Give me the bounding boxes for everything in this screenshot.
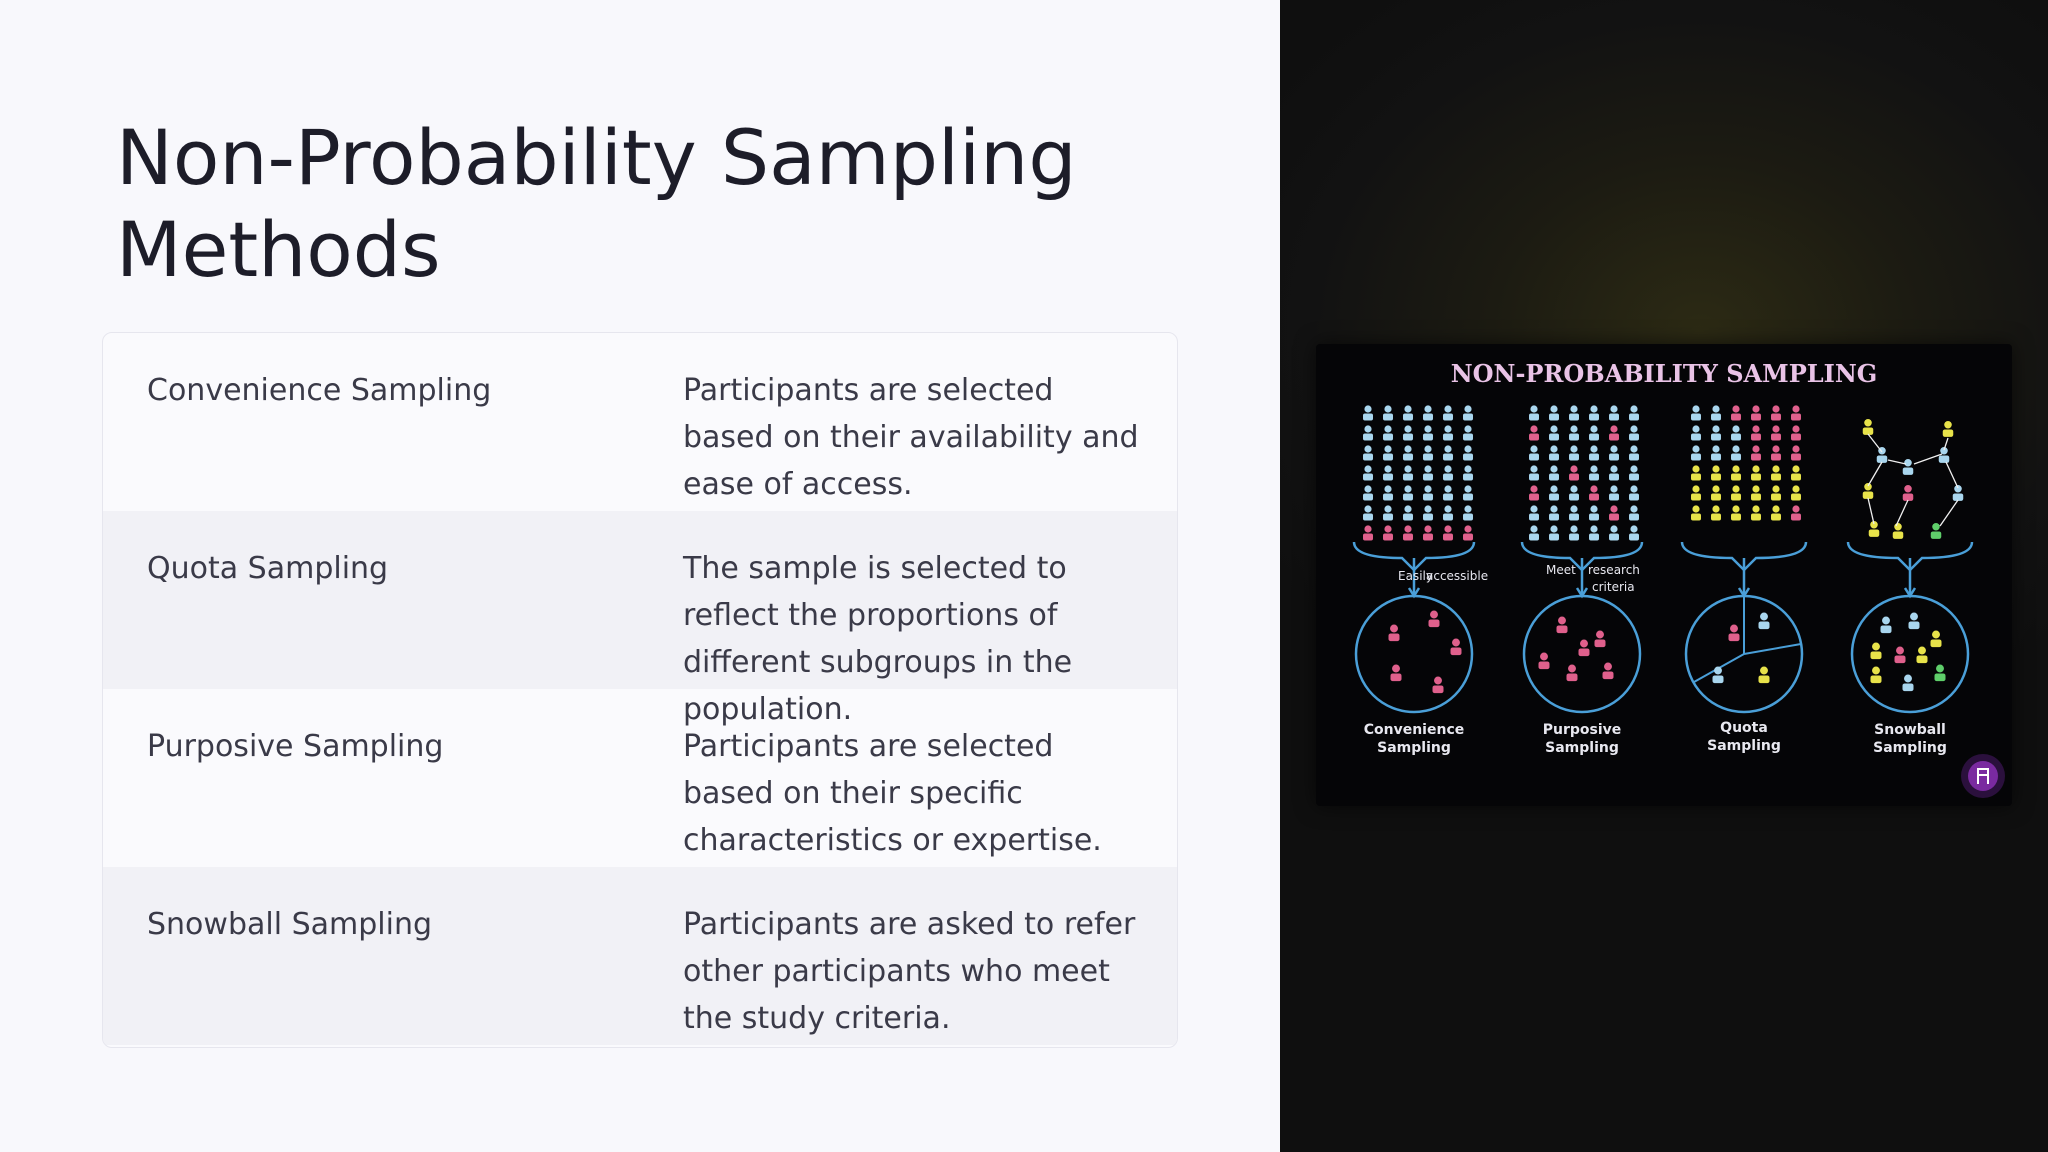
chair-icon[interactable] bbox=[1961, 754, 2005, 798]
caption-snowball-1: Snowball bbox=[1874, 722, 1946, 738]
funnel bbox=[1846, 541, 1974, 599]
label-accessible: accessible bbox=[1426, 569, 1488, 583]
table-row: Purposive Sampling Participants are sele… bbox=[103, 689, 1177, 867]
sample-circles bbox=[1354, 594, 1970, 714]
content-panel: Non-Probability Sampling Methods Conveni… bbox=[102, 113, 1178, 1048]
caption-quota-2: Sampling bbox=[1707, 738, 1781, 754]
caption-convenience-1: Convenience bbox=[1364, 722, 1465, 738]
method-name: Purposive Sampling bbox=[147, 729, 444, 764]
funnel bbox=[1680, 541, 1808, 599]
table-row: Snowball Sampling Participants are asked… bbox=[103, 867, 1177, 1045]
method-description: Participants are selected based on their… bbox=[683, 373, 1139, 502]
method-description: Participants are selected based on their… bbox=[683, 729, 1102, 858]
method-description: The sample is selected to reflect the pr… bbox=[683, 551, 1073, 727]
caption-purposive-2: Sampling bbox=[1545, 740, 1619, 756]
crowd-group bbox=[1529, 405, 1639, 541]
population-crowds bbox=[1363, 405, 1964, 541]
method-name: Quota Sampling bbox=[147, 551, 389, 586]
method-description: Participants are asked to refer other pa… bbox=[683, 907, 1136, 1036]
caption-quota-1: Quota bbox=[1720, 720, 1768, 736]
caption-snowball-2: Sampling bbox=[1873, 740, 1947, 756]
sampling-illustration-svg: NON-PROBABILITY SAMPLING Easily accessib… bbox=[1352, 359, 2005, 798]
figure-title: NON-PROBABILITY SAMPLING bbox=[1451, 359, 1878, 388]
label-meet: Meet bbox=[1546, 563, 1576, 577]
label-research: research bbox=[1588, 563, 1640, 577]
label-easily: Easily bbox=[1398, 569, 1433, 583]
caption-purposive-1: Purposive bbox=[1543, 722, 1622, 738]
page-title: Non-Probability Sampling Methods bbox=[116, 113, 1077, 294]
crowd-group bbox=[1363, 405, 1473, 541]
table-row: Quota Sampling The sample is selected to… bbox=[103, 511, 1177, 727]
sample-circle bbox=[1684, 594, 1804, 714]
caption-convenience-2: Sampling bbox=[1377, 740, 1451, 756]
table-row: Convenience Sampling Participants are se… bbox=[103, 333, 1177, 511]
sample-circle bbox=[1522, 594, 1642, 714]
sample-circle bbox=[1850, 594, 1970, 714]
methods-table: Convenience Sampling Participants are se… bbox=[102, 332, 1178, 1048]
method-name: Snowball Sampling bbox=[147, 907, 432, 942]
crowd-group bbox=[1691, 405, 1801, 521]
selection-funnels bbox=[1352, 541, 1974, 599]
label-criteria: criteria bbox=[1592, 580, 1635, 594]
sample-circle bbox=[1354, 594, 1474, 714]
method-name: Convenience Sampling bbox=[147, 373, 492, 408]
crowd-group bbox=[1862, 418, 1964, 539]
sampling-illustration: NON-PROBABILITY SAMPLING Easily accessib… bbox=[1316, 344, 2012, 806]
